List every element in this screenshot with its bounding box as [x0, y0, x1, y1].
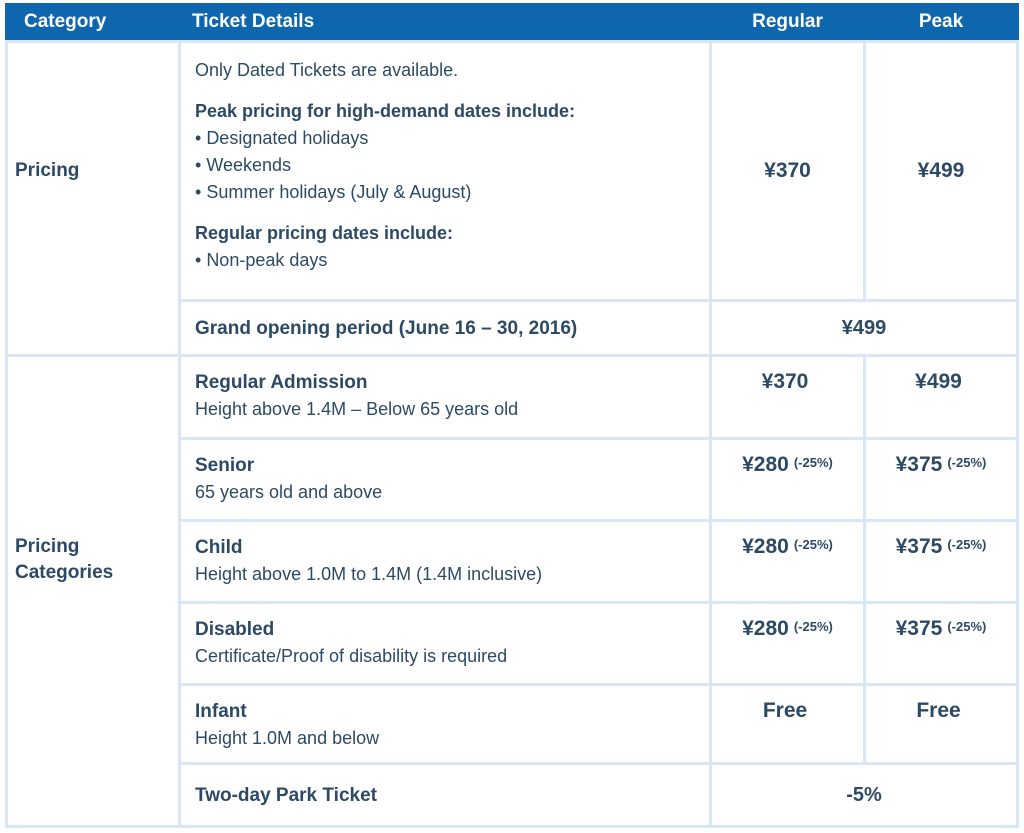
- category-row-regular-admission: Regular Admission Height above 1.4M – Be…: [181, 357, 709, 437]
- row-title: Child: [195, 537, 243, 558]
- row-description: Certificate/Proof of disability is requi…: [195, 646, 508, 666]
- pricing-regular-price-cell: ¥370: [712, 43, 863, 299]
- categories-section-category-cell: Pricing Categories: [8, 357, 178, 825]
- pricing-details-cell: Only Dated Tickets are available. Peak p…: [181, 43, 709, 299]
- price-discount-note: (-25%): [793, 619, 833, 634]
- regular-price-cell: ¥370: [712, 357, 863, 437]
- price-discount-note: (-25%): [793, 455, 833, 470]
- two-day-discount-cell: -5%: [712, 765, 1016, 825]
- row-description: Height 1.0M and below: [195, 728, 380, 748]
- pricing-peak-price-cell: ¥499: [866, 43, 1016, 299]
- two-day-ticket-label-cell: Two-day Park Ticket: [181, 765, 709, 825]
- regular-price-cell: ¥280 (-25%): [712, 440, 863, 519]
- grand-opening-label: Grand opening period (June 16 – 30, 2016…: [195, 317, 578, 339]
- category-row-senior: Senior 65 years old and above: [181, 440, 709, 519]
- grand-opening-price-cell: ¥499: [712, 302, 1016, 354]
- row-title: Disabled: [195, 619, 275, 640]
- grand-opening-label-cell: Grand opening period (June 16 – 30, 2016…: [181, 302, 709, 354]
- price-value: ¥375: [895, 453, 943, 476]
- categories-section-category-label: Pricing Categories: [15, 535, 114, 583]
- two-day-discount-value: -5%: [846, 783, 882, 806]
- peak-pricing-heading: Peak pricing for high-demand dates inclu…: [195, 101, 576, 121]
- regular-pricing-block: Regular pricing dates include: Non-peak …: [195, 220, 689, 274]
- price-value: Free: [916, 699, 961, 722]
- header-regular-label: Regular: [752, 10, 823, 32]
- grand-opening-price: ¥499: [841, 316, 887, 339]
- price-value: ¥280: [742, 617, 789, 640]
- price-discount-note: (-25%): [947, 455, 987, 470]
- header-ticket-details-label: Ticket Details: [192, 10, 315, 32]
- peak-bullet-item: Summer holidays (July & August): [195, 179, 689, 206]
- pricing-section-category-cell: Pricing: [8, 43, 178, 354]
- peak-bullet-item: Designated holidays: [195, 125, 689, 152]
- ticket-availability-note: Only Dated Tickets are available.: [195, 60, 459, 80]
- category-row-disabled: Disabled Certificate/Proof of disability…: [181, 604, 709, 683]
- row-description: Height above 1.4M – Below 65 years old: [195, 399, 519, 419]
- row-title: Infant: [195, 701, 247, 722]
- regular-price-cell: Free: [712, 686, 863, 762]
- header-category-label: Category: [24, 10, 107, 32]
- regular-bullet-item: Non-peak days: [195, 247, 689, 274]
- peak-price-cell: ¥375 (-25%): [866, 604, 1016, 683]
- peak-price-cell: ¥499: [866, 357, 1016, 437]
- regular-pricing-heading: Regular pricing dates include:: [195, 223, 454, 243]
- category-row-child: Child Height above 1.0M to 1.4M (1.4M in…: [181, 522, 709, 601]
- header-peak-label: Peak: [918, 10, 964, 32]
- regular-price-cell: ¥280 (-25%): [712, 604, 863, 683]
- price-discount-note: (-25%): [947, 537, 987, 552]
- table-header-row: Category Ticket Details Regular Peak: [5, 3, 1019, 40]
- price-value: ¥499: [915, 370, 962, 393]
- table-body: Pricing Only Dated Tickets are available…: [5, 40, 1019, 828]
- peak-price-cell: ¥375 (-25%): [866, 522, 1016, 601]
- row-description: 65 years old and above: [195, 482, 383, 502]
- peak-price-cell: ¥375 (-25%): [866, 440, 1016, 519]
- row-title: Regular Admission: [195, 372, 368, 393]
- price-discount-note: (-25%): [793, 537, 833, 552]
- price-discount-note: (-25%): [947, 619, 987, 634]
- two-day-ticket-label: Two-day Park Ticket: [195, 784, 377, 806]
- peak-price-value: ¥499: [917, 159, 965, 182]
- price-value: ¥370: [761, 370, 809, 393]
- row-description: Height above 1.0M to 1.4M (1.4M inclusiv…: [195, 564, 543, 584]
- pricing-section-category-label: Pricing: [15, 160, 80, 181]
- category-row-infant: Infant Height 1.0M and below: [181, 686, 709, 762]
- peak-price-cell: Free: [866, 686, 1016, 762]
- regular-price-value: ¥370: [764, 159, 811, 182]
- price-value: ¥280: [742, 535, 789, 558]
- price-value: ¥280: [742, 453, 789, 476]
- price-value: ¥375: [895, 535, 943, 558]
- price-value: Free: [762, 699, 808, 722]
- peak-pricing-block: Peak pricing for high-demand dates inclu…: [195, 98, 689, 206]
- row-title: Senior: [195, 455, 255, 476]
- peak-bullet-item: Weekends: [195, 152, 689, 179]
- regular-price-cell: ¥280 (-25%): [712, 522, 863, 601]
- price-value: ¥375: [895, 617, 943, 640]
